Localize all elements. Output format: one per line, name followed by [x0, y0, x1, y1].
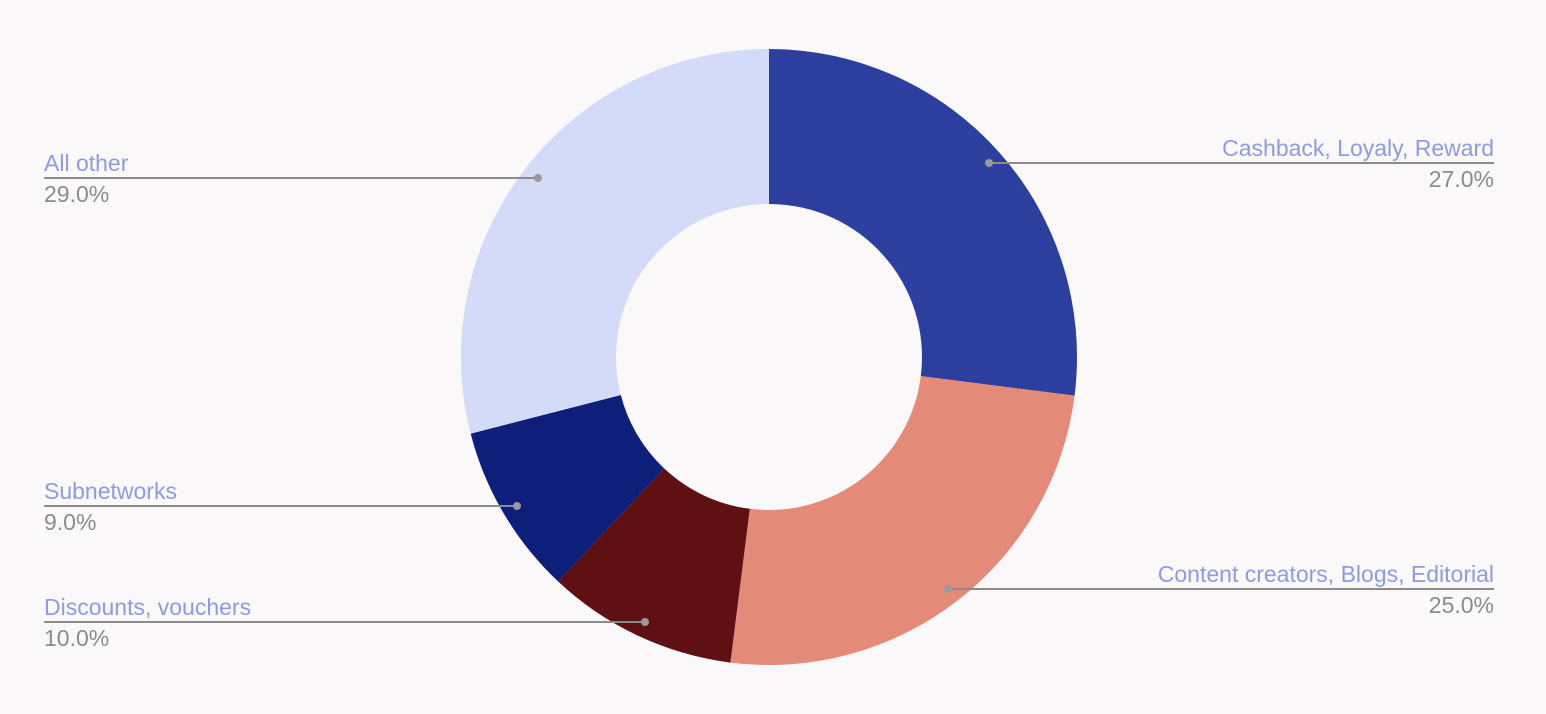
slice-label-all-other: All other [44, 150, 129, 176]
slice-label-subnetworks: Subnetworks [44, 478, 177, 504]
slice-value-discounts: 10.0% [44, 625, 109, 651]
slices [461, 49, 1077, 665]
slice-value-content-creators: 25.0% [1429, 592, 1494, 618]
slice-value-subnetworks: 9.0% [44, 509, 96, 535]
leader-dot-content-creators [944, 585, 952, 593]
slice-subnetworks [470, 395, 665, 582]
slice-label-discounts: Discounts, vouchers [44, 594, 251, 620]
leader-lines [44, 159, 1494, 626]
slice-value-cashback: 27.0% [1429, 166, 1494, 192]
slice-label-cashback: Cashback, Loyaly, Reward [1222, 135, 1494, 161]
slice-content-creators [730, 376, 1075, 665]
slice-cashback [769, 49, 1077, 396]
leader-dot-discounts [641, 618, 649, 626]
slice-label-content-creators: Content creators, Blogs, Editorial [1158, 561, 1494, 587]
slice-all-other [461, 49, 769, 434]
leader-dot-subnetworks [513, 502, 521, 510]
slice-discounts [558, 468, 750, 663]
leader-dot-all-other [534, 174, 542, 182]
slice-value-all-other: 29.0% [44, 181, 109, 207]
slice-labels: Cashback, Loyaly, Reward 27.0% Content c… [44, 135, 1494, 651]
leader-dot-cashback [985, 159, 993, 167]
